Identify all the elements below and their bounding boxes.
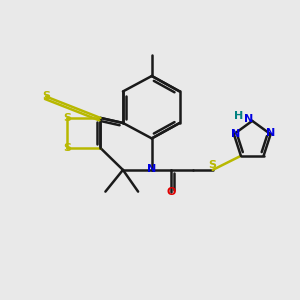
Text: S: S [209, 160, 217, 170]
Text: N: N [231, 129, 240, 139]
Text: O: O [167, 187, 176, 197]
Text: S: S [63, 113, 71, 123]
Text: S: S [63, 143, 71, 153]
Text: N: N [244, 114, 253, 124]
Text: N: N [266, 128, 275, 138]
Text: N: N [147, 164, 156, 174]
Text: H: H [234, 111, 244, 122]
Text: S: S [42, 91, 50, 101]
